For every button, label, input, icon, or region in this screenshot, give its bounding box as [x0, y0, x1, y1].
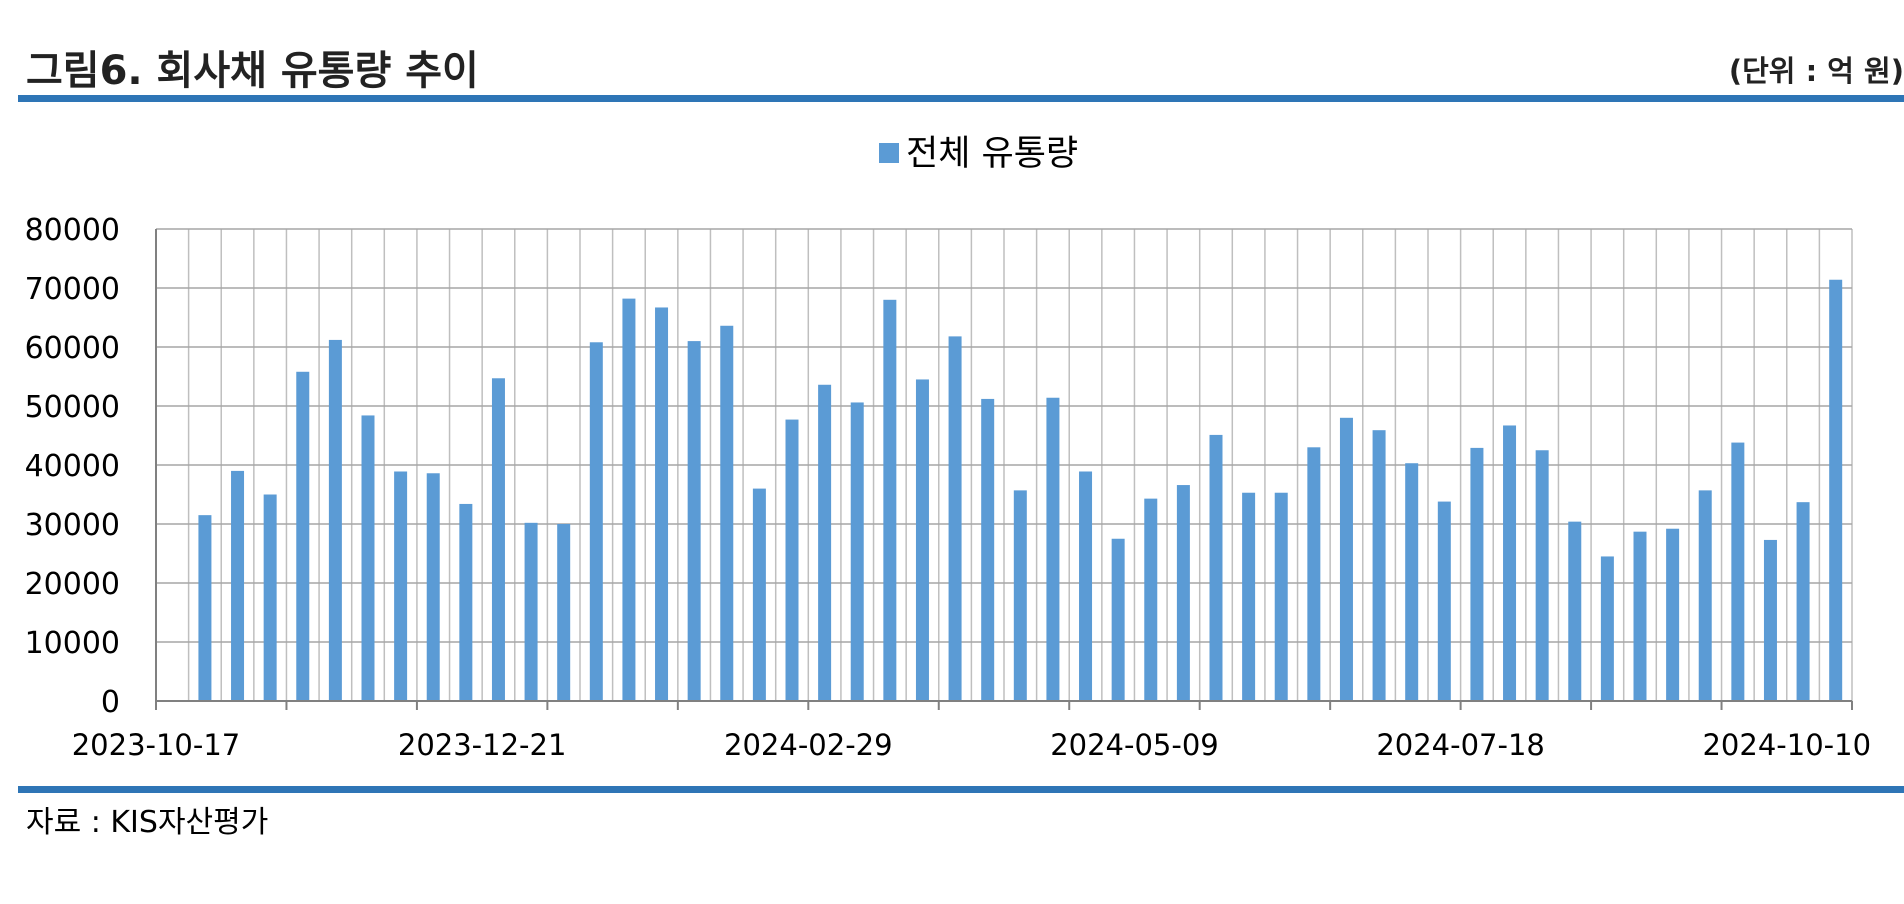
bottom-divider [18, 786, 1904, 793]
bar [1470, 447, 1484, 701]
bar [1144, 498, 1158, 701]
y-tick-label: 50000 [25, 390, 120, 425]
bar [1698, 490, 1712, 701]
bar [981, 398, 995, 701]
bar [818, 384, 832, 701]
bar [1209, 434, 1223, 701]
bar [1307, 447, 1321, 701]
bar [1274, 492, 1288, 701]
bar [1111, 538, 1125, 701]
bar [1079, 471, 1093, 701]
bar [524, 522, 538, 701]
bar [1405, 463, 1419, 701]
bar-series [198, 279, 1843, 701]
y-tick-label: 20000 [25, 567, 120, 602]
bar [426, 473, 440, 701]
bar [948, 336, 962, 701]
bar [720, 325, 734, 701]
bar [459, 503, 473, 701]
bar [1666, 528, 1680, 701]
bar [394, 471, 408, 701]
legend: 전체 유통량 [879, 134, 1078, 174]
bar [1242, 492, 1256, 701]
y-tick-label: 40000 [25, 449, 120, 484]
bar [1829, 279, 1843, 701]
bar [1796, 502, 1810, 701]
bar [296, 371, 310, 701]
bar [491, 378, 505, 701]
bar [1046, 397, 1060, 701]
x-tick-label: 2023-12-21 [398, 728, 567, 762]
bar [557, 524, 571, 701]
bar [1763, 539, 1777, 701]
bar [687, 341, 701, 701]
x-tick-label: 2024-10-10 [1702, 728, 1871, 762]
y-tick-label: 60000 [25, 331, 120, 366]
bar [1535, 450, 1549, 701]
x-tick-label: 2024-05-09 [1050, 728, 1219, 762]
y-tick-label: 70000 [25, 272, 120, 307]
unit-label: (단위 : 억 원) [1728, 54, 1904, 88]
bar [589, 342, 603, 701]
bar [1013, 490, 1027, 701]
bar [263, 494, 277, 701]
bar [1372, 430, 1386, 701]
bar [1633, 531, 1647, 701]
y-tick-labels: 0 10000 20000 30000 40000 50000 60000 70000 8000… [25, 213, 120, 720]
source-note: 자료 : KIS자산평가 [26, 805, 269, 840]
legend-label: 전체 유통량 [906, 134, 1078, 174]
bar [198, 515, 212, 701]
bar [850, 402, 864, 701]
bar [655, 307, 669, 701]
bar [231, 470, 245, 701]
x-tick-labels: 2023-10-17 2023-12-21 2024-02-29 2024-05-09… [72, 728, 1871, 762]
bar [752, 488, 766, 701]
bar [328, 339, 342, 701]
bar [1176, 485, 1190, 701]
top-divider [18, 95, 1904, 102]
bar [622, 298, 636, 701]
legend-swatch [879, 143, 899, 163]
axes [155, 229, 1853, 710]
bar [1339, 417, 1353, 701]
x-tick-label: 2024-02-29 [724, 728, 893, 762]
y-tick-label: 0 [101, 685, 120, 720]
bar [915, 379, 929, 701]
y-tick-label: 80000 [25, 213, 120, 248]
bar [1568, 521, 1582, 701]
bar [1731, 442, 1745, 701]
bar [883, 299, 897, 701]
y-tick-label: 30000 [25, 508, 120, 543]
x-tick-label: 2024-07-18 [1376, 728, 1545, 762]
bar [785, 419, 799, 701]
bar [361, 415, 375, 701]
x-tick-label: 2023-10-17 [72, 728, 241, 762]
y-tick-label: 10000 [25, 626, 120, 661]
chart-title: 그림6. 회사채 유통량 추이 [26, 48, 479, 94]
bar [1437, 501, 1451, 701]
bar [1600, 556, 1614, 701]
bar [1503, 425, 1517, 701]
